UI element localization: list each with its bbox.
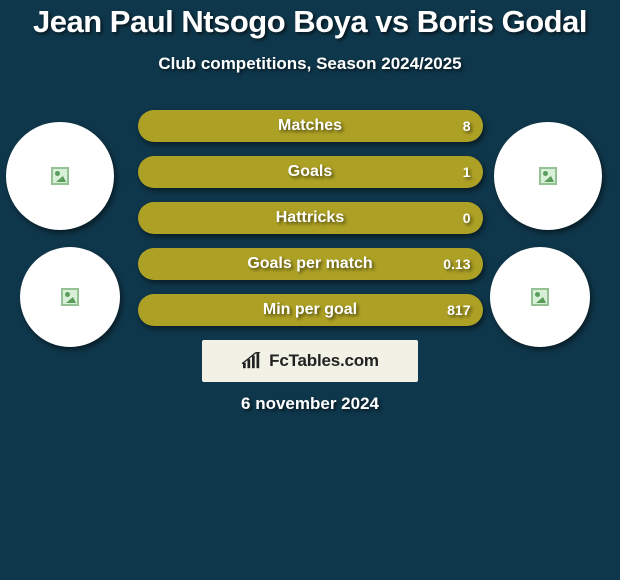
stat-label: Goals per match: [247, 255, 372, 273]
stat-row-goals-per-match: Goals per match 0.13: [138, 248, 483, 280]
watermark-text: FcTables.com: [269, 351, 379, 371]
page-title: Jean Paul Ntsogo Boya vs Boris Godal: [0, 4, 620, 40]
stat-label: Goals: [288, 163, 332, 181]
date-label: 6 november 2024: [0, 394, 620, 414]
stat-label: Hattricks: [276, 209, 344, 227]
comparison-card: Jean Paul Ntsogo Boya vs Boris Godal Clu…: [0, 0, 620, 580]
stat-right-value: 817: [447, 302, 470, 318]
avatar-left-bottom: [20, 247, 120, 347]
avatar-right-top: [494, 122, 602, 230]
subtitle: Club competitions, Season 2024/2025: [0, 54, 620, 74]
stat-right-value: 1: [463, 164, 471, 180]
right-player-avatars: [494, 122, 614, 364]
stat-right-value: 8: [463, 118, 471, 134]
stat-label: Matches: [278, 117, 342, 135]
left-player-avatars: [6, 122, 126, 364]
stat-right-value: 0: [463, 210, 471, 226]
stat-bars: Matches 8 Goals 1 Hattricks 0 Goals per …: [138, 110, 483, 326]
avatar-right-bottom: [490, 247, 590, 347]
stat-row-matches: Matches 8: [138, 110, 483, 142]
avatar-left-top: [6, 122, 114, 230]
chart-icon: [241, 352, 263, 370]
placeholder-icon: [51, 167, 69, 185]
stat-row-hattricks: Hattricks 0: [138, 202, 483, 234]
placeholder-icon: [539, 167, 557, 185]
watermark: FcTables.com: [202, 340, 418, 382]
stat-label: Min per goal: [263, 301, 357, 319]
placeholder-icon: [531, 288, 549, 306]
stat-row-min-per-goal: Min per goal 817: [138, 294, 483, 326]
stat-right-value: 0.13: [443, 256, 470, 272]
stat-row-goals: Goals 1: [138, 156, 483, 188]
placeholder-icon: [61, 288, 79, 306]
